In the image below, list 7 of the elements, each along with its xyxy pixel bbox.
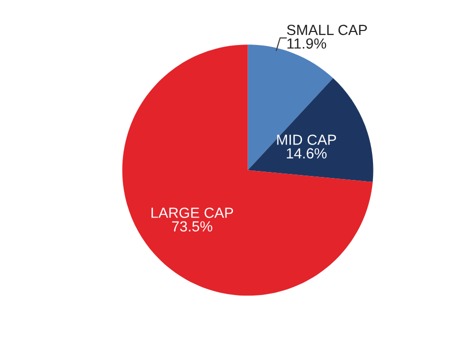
data-label: 73.5% bbox=[172, 221, 212, 232]
slice-label: MID CAP bbox=[277, 134, 336, 145]
slice-label: LARGE CAP bbox=[152, 208, 234, 218]
data-label: 11.9% bbox=[287, 38, 326, 49]
pie-slice bbox=[248, 78, 374, 182]
slice-label: SMALL CAP bbox=[287, 24, 367, 36]
data-label: 14.6% bbox=[286, 148, 327, 159]
